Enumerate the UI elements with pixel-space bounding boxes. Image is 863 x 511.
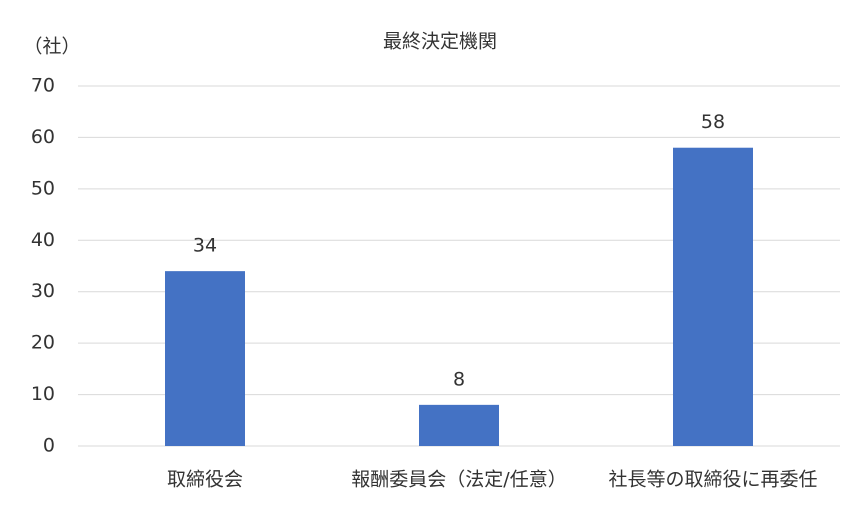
bar	[419, 404, 499, 446]
y-axis-label: （社）	[23, 36, 80, 58]
x-tick-label: 報酬委員会（法定/任意）	[351, 469, 566, 491]
y-tick-label: 70	[31, 75, 55, 97]
y-tick-label: 40	[31, 229, 55, 251]
data-label: 34	[193, 235, 217, 257]
x-tick-label: 社長等の取締役に再委任	[608, 469, 817, 491]
bar	[165, 271, 245, 446]
chart-title: 最終決定機関	[383, 31, 497, 53]
y-tick-label: 60	[31, 126, 55, 148]
x-tick-label: 取締役会	[167, 469, 243, 491]
y-tick-label: 0	[43, 435, 55, 457]
data-label: 8	[453, 368, 465, 390]
data-label: 58	[701, 111, 725, 133]
bar	[673, 147, 753, 446]
y-tick-label: 20	[31, 332, 55, 354]
y-tick-label: 30	[31, 280, 55, 302]
y-tick-label: 10	[31, 383, 55, 405]
y-tick-label: 50	[31, 177, 55, 199]
